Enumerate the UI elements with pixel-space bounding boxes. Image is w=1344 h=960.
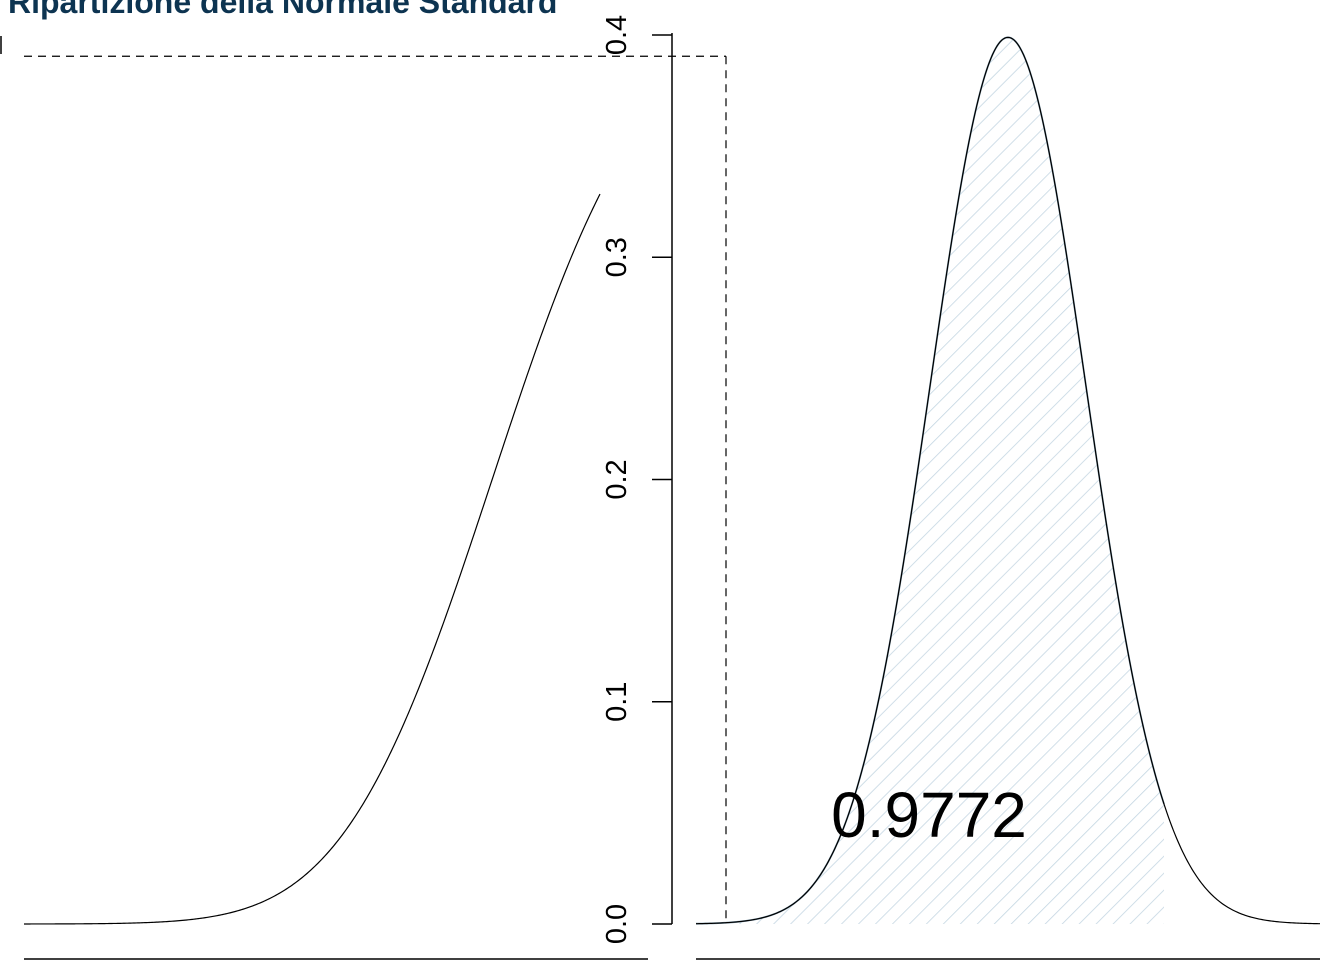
pdf-panel: 0.0 0.1 0.2 0.3 0.4 0.9772: [601, 15, 1321, 960]
area-value-label: 0.9772: [831, 779, 1027, 851]
chart-title: Ripartizione della Normale Standard: [8, 0, 557, 20]
shaded-area: [696, 37, 1164, 925]
y-tick-label: 0.4: [601, 15, 633, 55]
y-tick-label: 0.0: [601, 904, 633, 944]
y-tick-label: 0.3: [601, 237, 633, 277]
y-axis-ticks: 0.0 0.1 0.2 0.3 0.4: [601, 15, 672, 944]
y-tick-label: 0.2: [601, 459, 633, 499]
y-tick-label: 0.1: [601, 682, 633, 722]
cdf-curve: [24, 193, 601, 925]
cdf-panel: Ripartizione della Normale Standard: [0, 0, 727, 960]
pdf-curve: [695, 36, 1321, 925]
